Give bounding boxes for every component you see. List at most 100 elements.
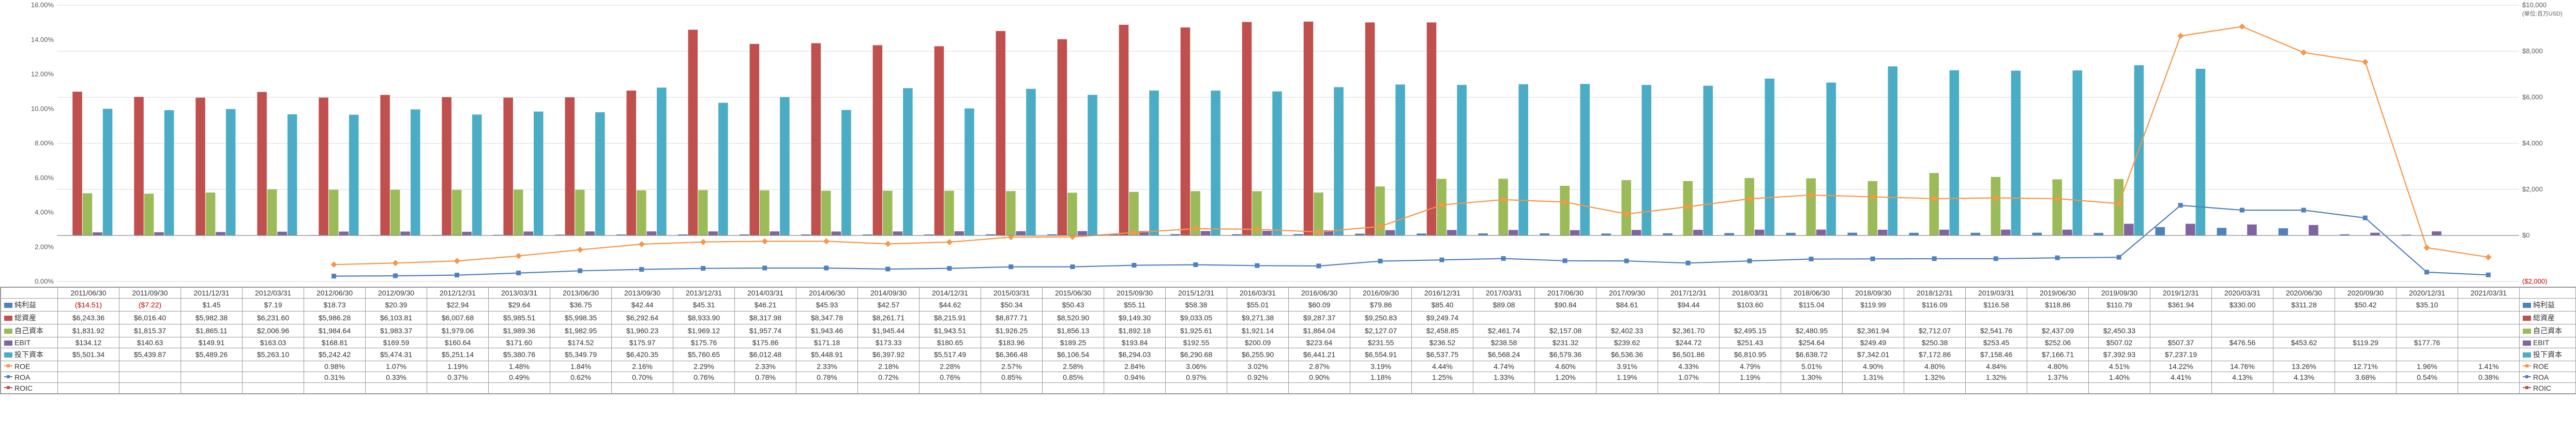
cell-net_income: $55.11 xyxy=(1104,299,1166,312)
svg-text:$4,000: $4,000 xyxy=(2522,139,2543,147)
cell-equity: $1,865.11 xyxy=(181,324,243,337)
cell-roe: 4.74% xyxy=(1473,361,1535,372)
cell-ebit: $453.62 xyxy=(2273,337,2335,348)
bar-ebit xyxy=(709,231,718,235)
cell-roa: 4.41% xyxy=(2150,372,2212,383)
bar-net_income xyxy=(2032,233,2042,235)
cell-roic xyxy=(304,383,366,394)
svg-text:$0: $0 xyxy=(2522,231,2529,239)
cell-equity: $2,495.15 xyxy=(1720,324,1781,337)
cell-roa: 1.32% xyxy=(1904,372,1966,383)
bar-ext_assets xyxy=(288,114,297,235)
svg-text:$10,000: $10,000 xyxy=(2522,1,2547,9)
cell-net_income: $50.34 xyxy=(981,299,1043,312)
cell-roic xyxy=(2335,383,2397,394)
cell-roe: 3.06% xyxy=(1166,361,1227,372)
cell-total_assets: $9,249.74 xyxy=(1412,312,1473,324)
cell-roa: 1.31% xyxy=(1843,372,1904,383)
cell-roa: 1.32% xyxy=(1966,372,2027,383)
cell-ext_assets: $7,166.71 xyxy=(2027,348,2089,361)
row-label-ebit: EBIT xyxy=(1,337,58,348)
period-header: 2019/09/30 xyxy=(2089,288,2150,299)
cell-net_income: ($7.22) xyxy=(119,299,181,312)
cell-equity: $1,943.51 xyxy=(920,324,981,337)
cell-roic xyxy=(181,383,243,394)
cell-total_assets: $9,250.83 xyxy=(1350,312,1412,324)
cell-equity: $1,926.25 xyxy=(981,324,1043,337)
cell-ext_assets: $6,012.48 xyxy=(735,348,796,361)
cell-total_assets xyxy=(1781,312,1843,324)
cell-net_income: $22.94 xyxy=(427,299,489,312)
cell-equity: $2,712.07 xyxy=(1904,324,1966,337)
cell-roa: 0.38% xyxy=(2458,372,2520,383)
cell-roa: 1.07% xyxy=(1658,372,1720,383)
cell-net_income: $50.42 xyxy=(2335,299,2397,312)
cell-ebit: $174.52 xyxy=(550,337,612,348)
cell-ebit: $236.52 xyxy=(1412,337,1473,348)
cell-ebit: $192.55 xyxy=(1166,337,1227,348)
cell-total_assets: $6,016.40 xyxy=(119,312,181,324)
cell-roe: 2.87% xyxy=(1289,361,1350,372)
cell-roe: 4.33% xyxy=(1658,361,1720,372)
cell-equity: $2,006.96 xyxy=(243,324,304,337)
bar-total_assets xyxy=(996,31,1006,235)
bar-ext_assets xyxy=(1765,79,1774,235)
row-label-total_assets-r: 総資産 xyxy=(2520,312,2576,324)
cell-total_assets: $9,149.30 xyxy=(1104,312,1166,324)
cell-equity: $1,892.18 xyxy=(1104,324,1166,337)
cell-roa: 1.25% xyxy=(1412,372,1473,383)
bar-net_income xyxy=(2156,227,2165,235)
cell-equity: $1,856.13 xyxy=(1043,324,1104,337)
cell-total_assets: $8,933.90 xyxy=(673,312,735,324)
cell-roic xyxy=(796,383,858,394)
cell-roe: 4.44% xyxy=(1412,361,1473,372)
cell-roa: 0.62% xyxy=(550,372,612,383)
bar-total_assets xyxy=(935,46,944,235)
svg-text:($2,000): ($2,000) xyxy=(2522,277,2547,285)
cell-ebit: $134.12 xyxy=(58,337,119,348)
bar-total_assets xyxy=(72,92,82,235)
cell-equity: $2,541.76 xyxy=(1966,324,2027,337)
cell-ebit: $163.03 xyxy=(243,337,304,348)
bar-ebit xyxy=(2001,230,2011,235)
bar-net_income xyxy=(2279,228,2288,235)
cell-ext_assets: $7,342.01 xyxy=(1843,348,1904,361)
bar-ext_assets xyxy=(349,115,359,235)
cell-net_income: $29.64 xyxy=(489,299,550,312)
cell-ebit: $175.97 xyxy=(612,337,673,348)
cell-ebit: $173.33 xyxy=(858,337,920,348)
bar-equity xyxy=(637,190,646,235)
cell-ext_assets xyxy=(2212,348,2273,361)
cell-total_assets xyxy=(1843,312,1904,324)
svg-text:16.00%: 16.00% xyxy=(31,1,54,9)
cell-total_assets xyxy=(1535,312,1596,324)
bar-ext_assets xyxy=(1211,91,1221,235)
cell-roe: 2.16% xyxy=(612,361,673,372)
row-label-ext_assets: 投下資本 xyxy=(1,348,58,361)
cell-ebit: $476.56 xyxy=(2212,337,2273,348)
period-header: 2015/06/30 xyxy=(1043,288,1104,299)
cell-total_assets: $5,985.51 xyxy=(489,312,550,324)
cell-total_assets: $8,877.71 xyxy=(981,312,1043,324)
cell-ebit: $253.45 xyxy=(1966,337,2027,348)
bar-ext_assets xyxy=(1457,85,1467,235)
cell-equity xyxy=(2212,324,2273,337)
period-header: 2011/09/30 xyxy=(119,288,181,299)
bar-ebit xyxy=(1385,230,1395,235)
cell-net_income: $46.21 xyxy=(735,299,796,312)
cell-roic xyxy=(1843,383,1904,394)
cell-equity: $1,925.61 xyxy=(1166,324,1227,337)
cell-roic xyxy=(2397,383,2458,394)
bar-ebit xyxy=(1816,230,1826,235)
cell-roa xyxy=(119,372,181,383)
bar-net_income xyxy=(2094,233,2104,235)
cell-equity: $1,983.37 xyxy=(366,324,427,337)
cell-ext_assets: $5,517.49 xyxy=(920,348,981,361)
period-header: 2021/03/31 xyxy=(2458,288,2520,299)
cell-equity: $2,437.09 xyxy=(2027,324,2089,337)
period-header: 2012/09/30 xyxy=(366,288,427,299)
period-header: 2014/06/30 xyxy=(796,288,858,299)
cell-roa: 0.78% xyxy=(735,372,796,383)
cell-ebit: $507.02 xyxy=(2089,337,2150,348)
bar-total_assets xyxy=(1058,39,1067,235)
